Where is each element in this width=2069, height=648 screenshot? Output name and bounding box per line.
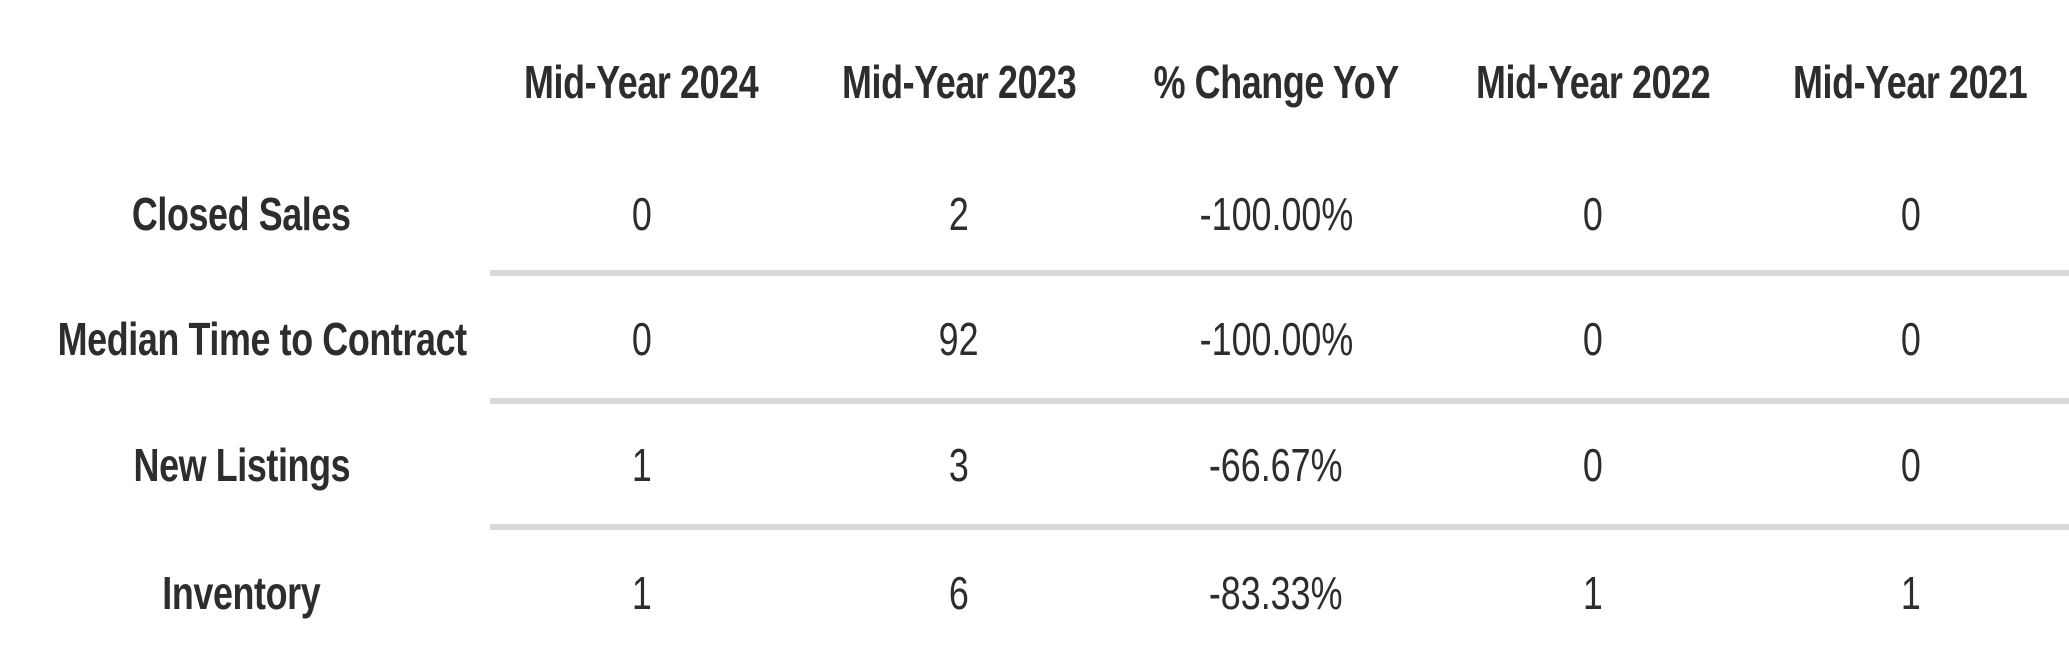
cell-value: 3	[948, 439, 969, 491]
cell-value: 6	[948, 567, 969, 619]
cell-value: 0	[1583, 439, 1604, 491]
cell-value: 0	[1900, 188, 1921, 240]
row-label: Median Time to Contract	[57, 313, 467, 365]
row-label: Inventory	[162, 567, 321, 619]
cell-value: 0	[1583, 313, 1604, 365]
row-divider	[490, 270, 2069, 276]
row-label: New Listings	[133, 439, 350, 491]
cell-value: 1	[631, 567, 652, 619]
row-label: Closed Sales	[132, 188, 351, 240]
cell-value: -100.00%	[1199, 188, 1353, 240]
cell-value: 2	[948, 188, 969, 240]
cell-value: -100.00%	[1199, 313, 1353, 365]
cell-value: -66.67%	[1209, 439, 1343, 491]
row-divider	[490, 524, 2069, 530]
column-header-mid-year-2021: Mid-Year 2021	[1793, 56, 2028, 108]
column-header-mid-year-2023: Mid-Year 2023	[841, 56, 1077, 108]
cell-value: 1	[1583, 567, 1604, 619]
cell-value: -83.33%	[1209, 567, 1343, 619]
table-header-row: Mid-Year 2024 Mid-Year 2023 % Change YoY…	[0, 58, 2069, 106]
column-header-percent-change-yoy: % Change YoY	[1153, 56, 1399, 108]
column-header-mid-year-2024: Mid-Year 2024	[524, 56, 759, 108]
cell-value: 0	[631, 188, 652, 240]
cell-value: 1	[631, 439, 652, 491]
table-row-inventory: Inventory 1 6 -83.33% 1 1	[0, 569, 2069, 617]
cell-value: 0	[1900, 313, 1921, 365]
cell-value: 0	[631, 313, 652, 365]
table-row-median-time-to-contract: Median Time to Contract 0 92 -100.00% 0 …	[0, 315, 2069, 363]
row-divider	[490, 398, 2069, 404]
cell-value: 0	[1900, 439, 1921, 491]
table-row-closed-sales: Closed Sales 0 2 -100.00% 0 0	[0, 190, 2069, 238]
cell-value: 92	[938, 313, 979, 365]
cell-value: 0	[1583, 188, 1604, 240]
cell-value: 1	[1900, 567, 1921, 619]
column-header-mid-year-2022: Mid-Year 2022	[1476, 56, 1711, 108]
table-row-new-listings: New Listings 1 3 -66.67% 0 0	[0, 441, 2069, 489]
